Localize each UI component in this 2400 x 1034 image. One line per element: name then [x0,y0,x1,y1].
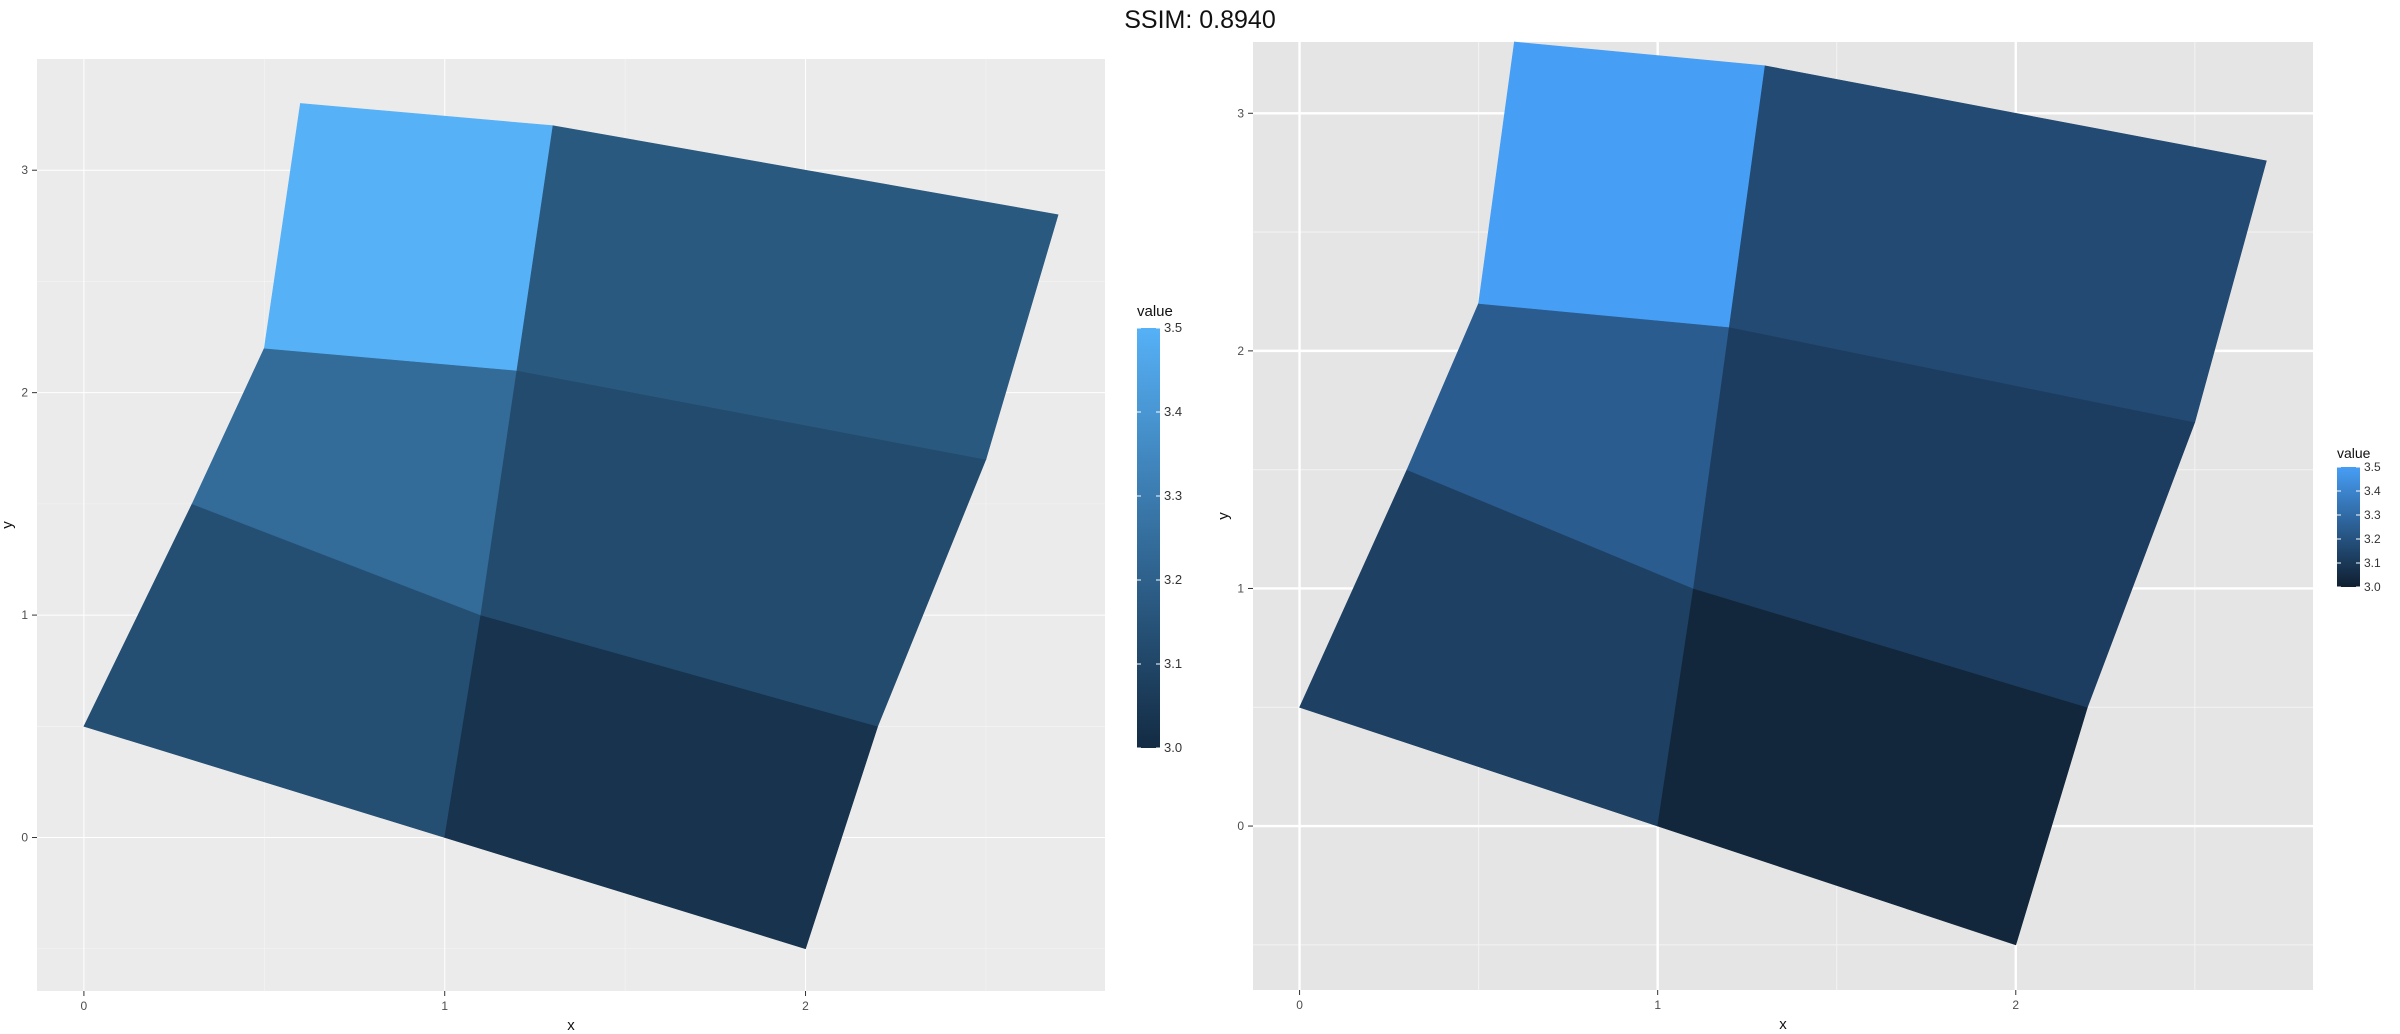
x-tick-label: 1 [441,999,448,1013]
x-tick-label: 2 [2012,998,2019,1012]
x-tick-label: 2 [802,999,809,1013]
y-tick-label: 3 [21,163,28,177]
colorbar-label: 3.2 [2364,532,2381,546]
colorbar-label: 3.5 [1164,320,1182,335]
heatmap-cells [1299,41,2267,946]
axes: 0 1 2 0 1 2 3 x y [0,163,809,1034]
y-tick-label: 0 [1237,819,1244,833]
colorbar-label: 3.4 [1164,404,1182,419]
colorbar-label: 3.4 [2364,484,2381,498]
heatmap-cell-r2-c1 [516,125,1059,460]
legend: value 3.0 3.1 3.2 3.3 3.4 3.5 [1137,303,1182,755]
y-tick-label: 0 [21,831,28,845]
colorbar-label: 3.3 [2364,508,2381,522]
chart-panel-1: 0 1 2 0 1 2 3 x y value 3.0 3.1 3.2 3.3 3.4 3.5 [0,59,1182,1034]
figure-title: SSIM: 0.8940 [1124,6,1276,34]
x-tick-label: 1 [1654,998,1661,1012]
y-tick-label: 2 [21,386,28,400]
heatmap-cells [83,103,1059,950]
colorbar-label: 3.5 [2364,460,2381,474]
heatmap-cell-r2-c1 [1728,65,2267,423]
y-tick-label: 1 [1237,581,1244,595]
legend-title: value [2337,445,2371,461]
x-axis-title: x [567,1017,575,1034]
heatmap-cell-r2-c0 [1478,41,1766,328]
y-axis-title: y [1215,512,1232,520]
legend-title: value [1137,303,1173,320]
colorbar [1137,328,1160,748]
colorbar-label: 3.0 [2364,580,2381,594]
legend: value 3.0 3.1 3.2 3.3 3.4 3.5 [2337,445,2381,594]
colorbar-label: 3.2 [1164,572,1182,587]
colorbar-label: 3.0 [1164,740,1182,755]
x-tick-label: 0 [81,999,88,1013]
chart-panel-2: 0 1 2 0 1 2 3 x y value 3.0 3.1 3.2 3.3 3.4 3.5 [1215,41,2381,1033]
y-tick-label: 3 [1237,106,1244,120]
axes: 0 1 2 0 1 2 3 x y [1215,106,2019,1033]
colorbar-label: 3.3 [1164,488,1182,503]
x-axis-title: x [1779,1016,1787,1033]
colorbar-label: 3.1 [2364,556,2381,570]
colorbar [2337,467,2360,587]
y-tick-label: 2 [1237,344,1244,358]
colorbar-label: 3.1 [1164,656,1182,671]
x-tick-label: 0 [1296,998,1303,1012]
y-axis-title: y [0,521,16,529]
y-tick-label: 1 [21,608,28,622]
heatmap-cell-r2-c0 [263,103,554,371]
